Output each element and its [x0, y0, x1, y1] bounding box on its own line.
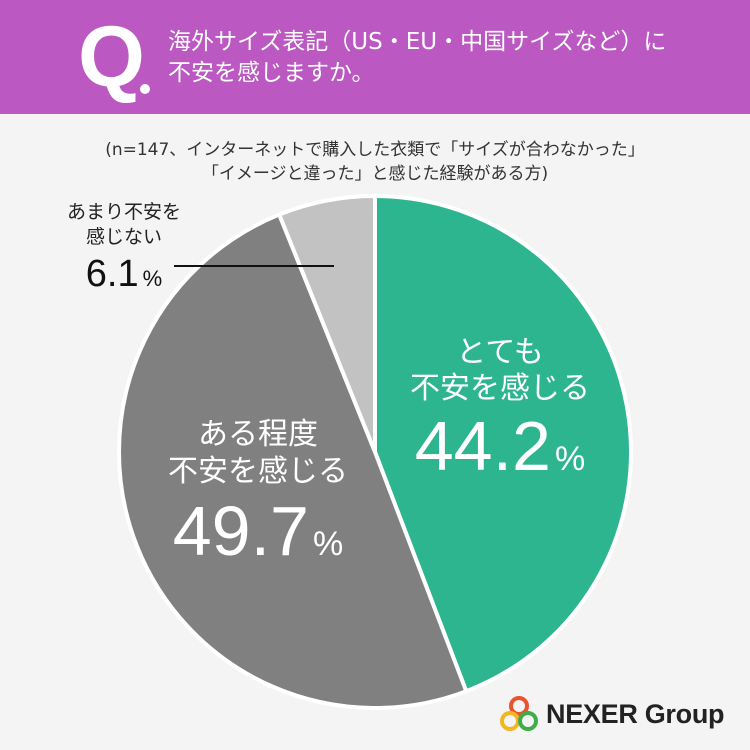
nexer-logo: NEXER Group — [498, 694, 725, 734]
q-dot — [140, 84, 150, 94]
label-not-very-anxious-line1: あまり不安を — [67, 201, 181, 223]
label-not-very-anxious-line2: 感じない — [86, 226, 162, 248]
nexer-logo-text: NEXER Group — [546, 698, 725, 729]
note-line-1: (n=147、インターネットで購入した衣類で「サイズが合わなかった」 — [105, 140, 645, 160]
value-very-anxious: 44.2% — [415, 407, 585, 485]
label-somewhat-anxious-line1: ある程度 — [198, 417, 318, 452]
header-banner: Q 海外サイズ表記（US・EU・中国サイズなど）に 不安を感じますか。 — [0, 0, 750, 114]
value-somewhat-anxious: 49.7% — [173, 492, 343, 570]
sample-note: (n=147、インターネットで購入した衣類で「サイズが合わなかった」 「イメージ… — [0, 138, 750, 186]
question-text: 海外サイズ表記（US・EU・中国サイズなど）に 不安を感じますか。 — [168, 27, 738, 89]
value-not-very-anxious: 6.1% — [86, 253, 162, 295]
label-very-anxious-line2: 不安を感じる — [410, 371, 590, 406]
slice-not-very-anxious — [277, 194, 377, 454]
slice-somewhat-anxious — [117, 212, 469, 710]
label-somewhat-anxious-line2: 不安を感じる — [168, 454, 348, 489]
question-line-1: 海外サイズ表記（US・EU・中国サイズなど）に — [168, 29, 667, 55]
slice-very-anxious — [373, 194, 633, 694]
note-line-2: 「イメージと違った」と感じた経験がある方) — [201, 164, 549, 184]
label-very-anxious-line1: とても — [456, 335, 544, 370]
q-mark: Q — [78, 9, 145, 105]
nexer-logo-mark-icon — [500, 696, 538, 731]
question-line-2: 不安を感じますか。 — [168, 60, 375, 86]
